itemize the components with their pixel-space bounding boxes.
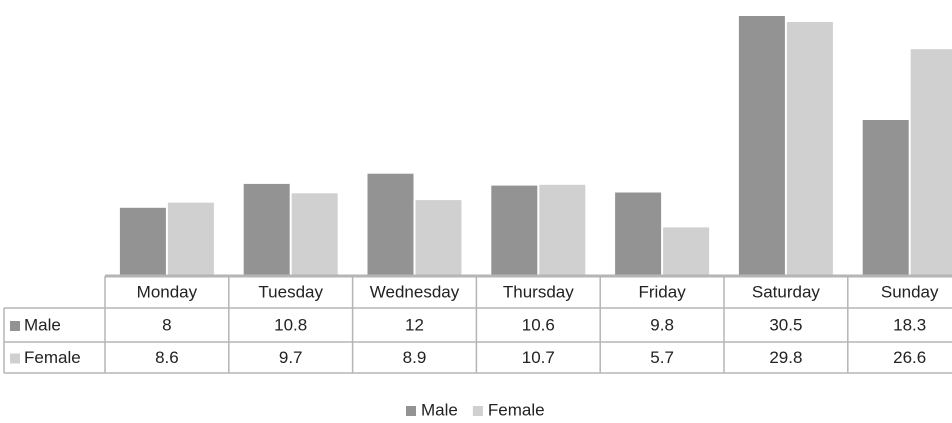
bar-male-friday xyxy=(615,192,662,276)
row-label-male: Male xyxy=(24,315,61,334)
bar-female-sunday xyxy=(910,49,952,277)
category-label-thursday: Thursday xyxy=(503,282,574,301)
legend-key-female xyxy=(10,353,20,364)
bar-male-monday xyxy=(119,207,166,276)
data-label-male-monday: 8 xyxy=(162,315,171,334)
bar-female-monday xyxy=(167,202,214,276)
row-label-female: Female xyxy=(24,348,81,367)
category-label-monday: Monday xyxy=(137,282,198,301)
bar-female-tuesday xyxy=(291,193,338,276)
data-label-male-tuesday: 10.8 xyxy=(274,315,307,334)
data-label-female-monday: 8.6 xyxy=(155,348,179,367)
legend-key-male xyxy=(10,321,20,331)
legend-label-male: Male xyxy=(421,400,458,419)
category-label-tuesday: Tuesday xyxy=(258,282,323,301)
category-label-saturday: Saturday xyxy=(752,282,821,301)
data-label-female-wednesday: 8.9 xyxy=(403,348,427,367)
bar-male-wednesday xyxy=(367,173,414,276)
bar-female-wednesday xyxy=(415,200,462,276)
data-label-female-thursday: 10.7 xyxy=(522,348,555,367)
legend-swatch-male xyxy=(406,406,416,416)
bar-female-saturday xyxy=(786,22,833,276)
bar-male-thursday xyxy=(491,185,538,276)
category-label-sunday: Sunday xyxy=(881,282,939,301)
category-label-wednesday: Wednesday xyxy=(370,282,460,301)
bar-female-thursday xyxy=(539,184,586,276)
data-label-male-friday: 9.8 xyxy=(650,315,674,334)
data-label-male-thursday: 10.6 xyxy=(522,315,555,334)
bar-male-saturday xyxy=(738,16,785,276)
data-label-female-friday: 5.7 xyxy=(650,348,674,367)
data-label-male-saturday: 30.5 xyxy=(769,315,802,334)
data-label-female-saturday: 29.8 xyxy=(769,348,802,367)
data-label-female-tuesday: 9.7 xyxy=(279,348,303,367)
data-label-male-sunday: 18.3 xyxy=(893,315,926,334)
bar-female-friday xyxy=(663,227,710,276)
legend-swatch-female xyxy=(472,406,483,416)
data-label-male-wednesday: 12 xyxy=(405,315,424,334)
bar-male-sunday xyxy=(862,120,909,276)
legend-label-female: Female xyxy=(488,400,545,419)
bar-male-tuesday xyxy=(243,183,290,276)
data-label-female-sunday: 26.6 xyxy=(893,348,926,367)
category-label-friday: Friday xyxy=(638,282,686,301)
